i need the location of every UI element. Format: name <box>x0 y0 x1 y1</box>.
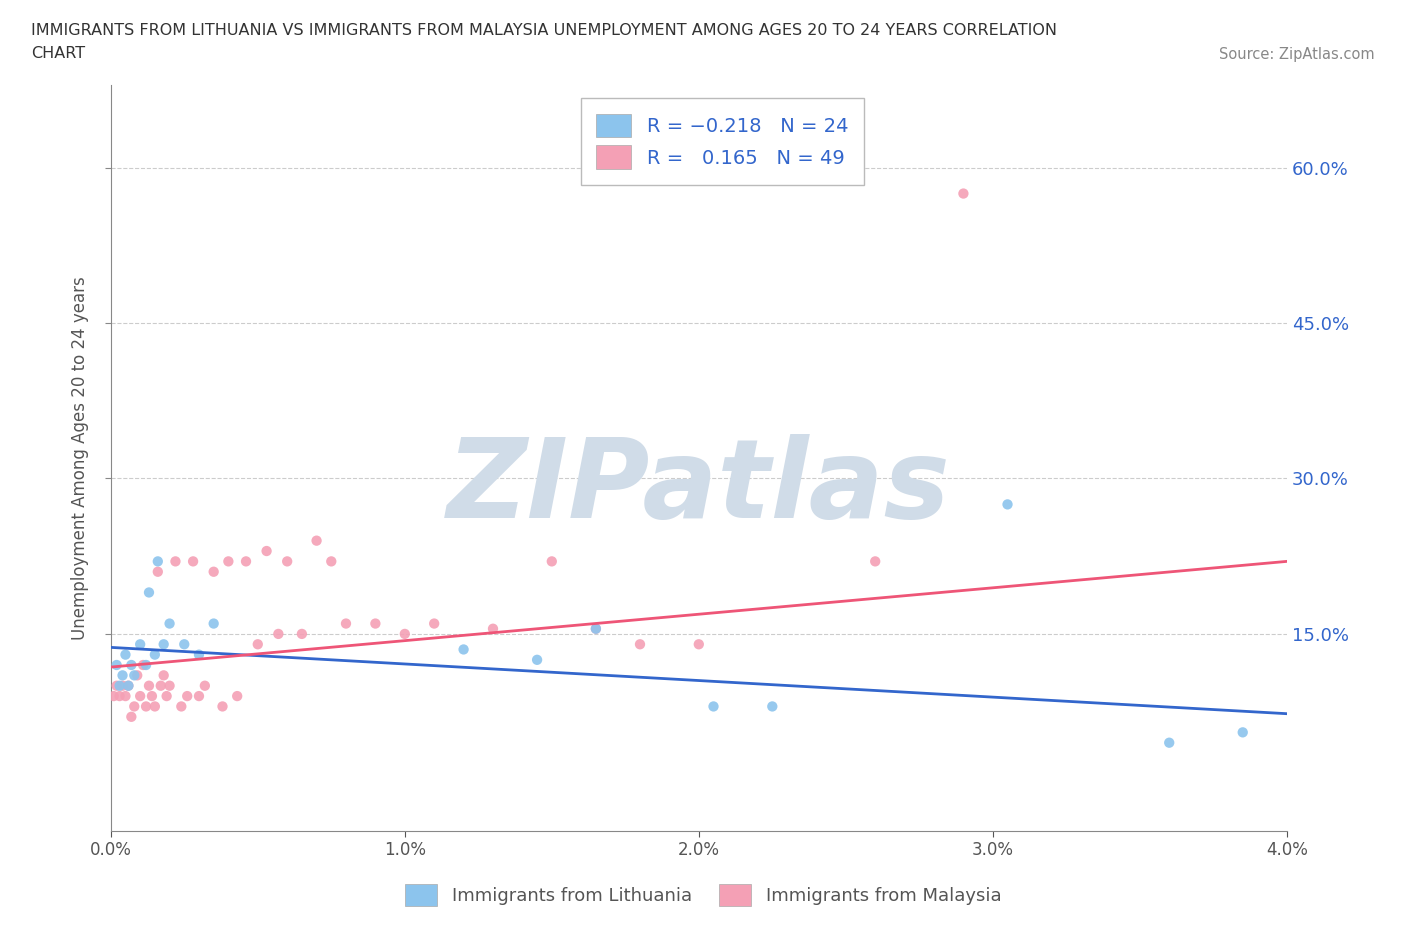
Point <box>111 678 134 693</box>
Point <box>124 668 146 683</box>
Point <box>585 621 607 636</box>
Point <box>188 688 211 703</box>
Point <box>127 668 149 683</box>
Point <box>952 186 974 201</box>
Point <box>114 647 136 662</box>
Point <box>143 647 166 662</box>
Point <box>149 678 172 693</box>
Point <box>202 616 225 631</box>
Point <box>146 565 169 579</box>
Point <box>146 554 169 569</box>
Text: IMMIGRANTS FROM LITHUANIA VS IMMIGRANTS FROM MALAYSIA UNEMPLOYMENT AMONG AGES 20: IMMIGRANTS FROM LITHUANIA VS IMMIGRANTS … <box>31 23 1057 38</box>
Text: Source: ZipAtlas.com: Source: ZipAtlas.com <box>1219 46 1375 61</box>
Point <box>103 688 125 703</box>
Point <box>256 543 278 558</box>
Point <box>194 678 217 693</box>
Point <box>165 554 187 569</box>
Point <box>482 621 505 636</box>
Point <box>135 658 157 672</box>
Point <box>159 678 181 693</box>
Y-axis label: Unemployment Among Ages 20 to 24 years: Unemployment Among Ages 20 to 24 years <box>72 276 89 640</box>
Text: ZIPatlas: ZIPatlas <box>447 434 950 541</box>
Point <box>114 688 136 703</box>
Point <box>108 688 131 703</box>
Text: CHART: CHART <box>31 46 84 61</box>
Point <box>526 652 548 667</box>
Point <box>628 637 651 652</box>
Point <box>138 678 160 693</box>
Point <box>761 699 783 714</box>
Point <box>1159 736 1181 751</box>
Point <box>217 554 239 569</box>
Point <box>235 554 257 569</box>
Point <box>159 616 181 631</box>
Point <box>394 627 416 642</box>
Point <box>211 699 233 714</box>
Legend: Immigrants from Lithuania, Immigrants from Malaysia: Immigrants from Lithuania, Immigrants fr… <box>398 877 1008 913</box>
Point <box>453 642 475 657</box>
Point <box>702 699 724 714</box>
Point <box>188 647 211 662</box>
Point <box>226 688 249 703</box>
Point <box>170 699 193 714</box>
Point <box>111 668 134 683</box>
Point <box>120 658 142 672</box>
Point <box>321 554 343 569</box>
Point <box>291 627 314 642</box>
Point <box>124 699 146 714</box>
Point <box>997 497 1019 512</box>
Point <box>305 533 328 548</box>
Point <box>152 668 174 683</box>
Point <box>143 699 166 714</box>
Legend: R = −0.218   N = 24, R =   0.165   N = 49: R = −0.218 N = 24, R = 0.165 N = 49 <box>581 99 863 184</box>
Point <box>138 585 160 600</box>
Point <box>364 616 387 631</box>
Point <box>117 678 139 693</box>
Point <box>202 565 225 579</box>
Point <box>152 637 174 652</box>
Point <box>181 554 204 569</box>
Point <box>540 554 562 569</box>
Point <box>246 637 269 652</box>
Point <box>688 637 710 652</box>
Point <box>132 658 155 672</box>
Point <box>105 658 128 672</box>
Point <box>267 627 290 642</box>
Point <box>176 688 198 703</box>
Point <box>585 621 607 636</box>
Point <box>117 678 139 693</box>
Point <box>120 710 142 724</box>
Point <box>423 616 446 631</box>
Point <box>135 699 157 714</box>
Point <box>156 688 179 703</box>
Point <box>335 616 357 631</box>
Point <box>173 637 195 652</box>
Point <box>141 688 163 703</box>
Point <box>129 688 152 703</box>
Point <box>1232 724 1254 739</box>
Point <box>276 554 298 569</box>
Point <box>863 554 886 569</box>
Point <box>108 678 131 693</box>
Point <box>129 637 152 652</box>
Point <box>105 678 128 693</box>
